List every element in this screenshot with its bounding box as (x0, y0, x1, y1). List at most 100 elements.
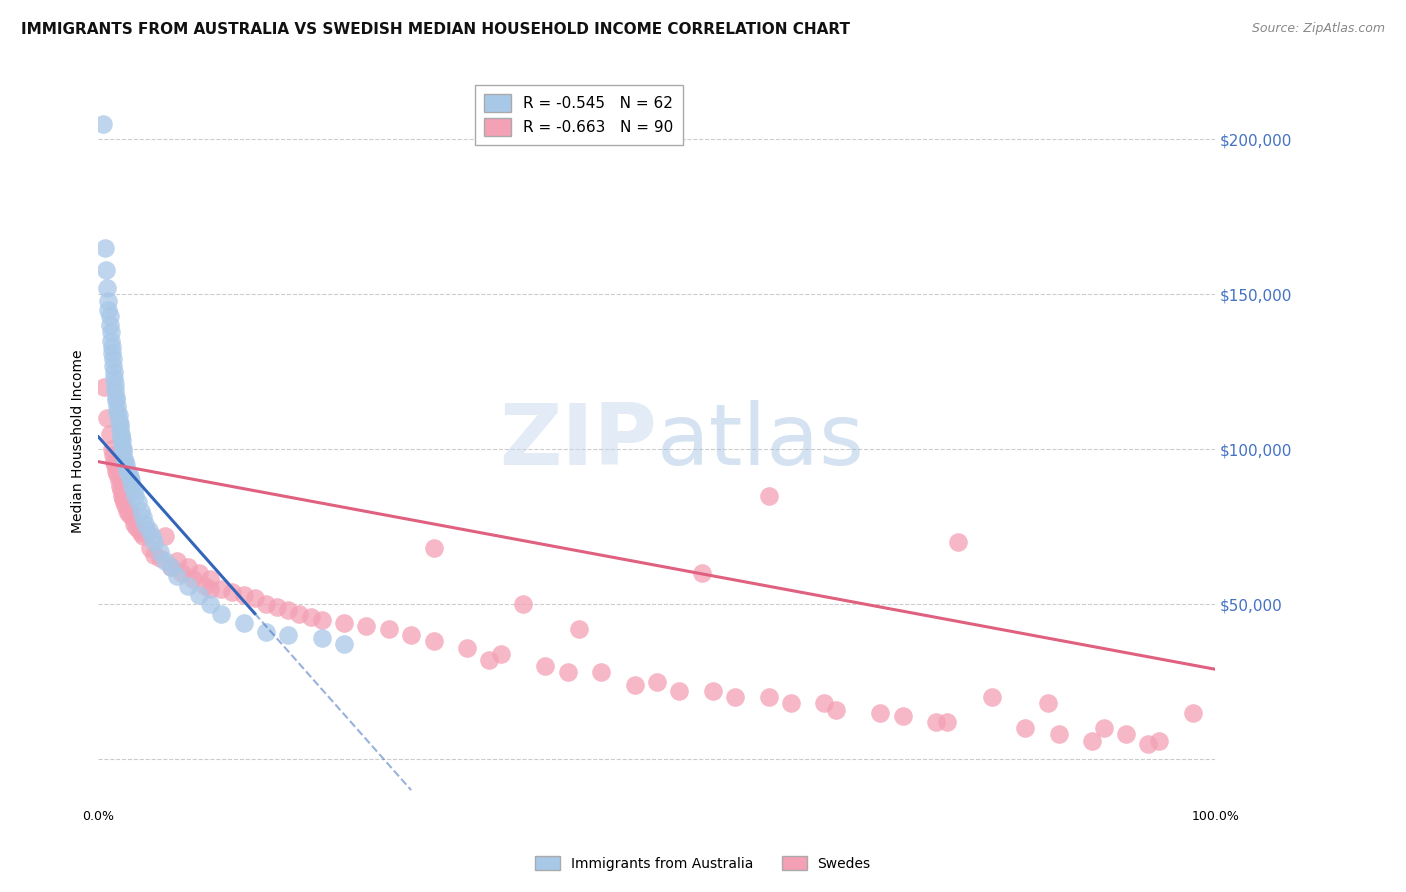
Point (111, 491, 134, 506)
Point (120, 473, 142, 487)
Point (869, 706, 891, 720)
Point (135, 523, 157, 537)
Point (125, 520, 148, 534)
Point (115, 489, 138, 503)
Legend: R = -0.545   N = 62, R = -0.663   N = 90: R = -0.545 N = 62, R = -0.663 N = 90 (475, 85, 683, 145)
Point (1014, 721, 1036, 735)
Point (702, 684, 724, 698)
Point (117, 504, 139, 518)
Point (478, 653, 501, 667)
Point (93, 380, 115, 394)
Point (127, 495, 149, 509)
Point (232, 588, 254, 602)
Text: Source: ZipAtlas.com: Source: ZipAtlas.com (1251, 22, 1385, 36)
Point (311, 632, 333, 646)
Point (299, 609, 322, 624)
Text: atlas: atlas (657, 400, 865, 483)
Point (101, 359, 124, 373)
Point (149, 550, 172, 565)
Point (117, 467, 139, 481)
Point (198, 582, 221, 596)
Point (1137, 737, 1160, 751)
Point (166, 569, 188, 583)
Point (100, 334, 122, 348)
Point (101, 449, 124, 463)
Point (101, 346, 124, 360)
Point (111, 439, 134, 453)
Point (104, 377, 127, 392)
Point (132, 529, 155, 543)
Point (668, 684, 690, 698)
Point (91, 117, 114, 131)
Point (114, 498, 136, 512)
Point (177, 560, 200, 574)
Point (172, 566, 194, 581)
Point (105, 464, 128, 478)
Point (557, 665, 579, 680)
Point (104, 384, 127, 398)
Point (489, 647, 512, 661)
Point (107, 405, 129, 419)
Point (166, 554, 188, 568)
Point (724, 690, 747, 705)
Point (183, 573, 205, 587)
Point (512, 597, 534, 611)
Point (813, 697, 835, 711)
Point (103, 365, 125, 379)
Point (221, 584, 243, 599)
Point (1149, 733, 1171, 747)
Point (114, 455, 136, 469)
Point (112, 495, 135, 509)
Point (232, 615, 254, 630)
Point (139, 541, 162, 556)
Point (399, 628, 422, 642)
Point (758, 690, 780, 705)
Point (108, 417, 131, 432)
Point (107, 473, 129, 487)
Point (96, 281, 118, 295)
Point (143, 548, 166, 562)
Point (177, 579, 200, 593)
Point (1047, 727, 1070, 741)
Point (101, 340, 124, 354)
Point (103, 371, 125, 385)
Point (112, 451, 135, 466)
Point (110, 430, 132, 444)
Point (589, 665, 612, 680)
Point (188, 588, 211, 602)
Point (266, 600, 288, 615)
Point (105, 392, 128, 407)
Point (111, 433, 134, 447)
Point (155, 529, 177, 543)
Point (118, 504, 141, 518)
Text: IMMIGRANTS FROM AUSTRALIA VS SWEDISH MEDIAN HOUSEHOLD INCOME CORRELATION CHART: IMMIGRANTS FROM AUSTRALIA VS SWEDISH MED… (21, 22, 851, 37)
Point (96, 262, 118, 277)
Point (138, 523, 160, 537)
Point (623, 678, 645, 692)
Point (132, 510, 155, 524)
Point (1115, 727, 1137, 741)
Point (134, 516, 156, 531)
Point (209, 582, 232, 596)
Point (568, 622, 591, 636)
Point (1182, 706, 1205, 720)
Point (254, 597, 277, 611)
Point (198, 597, 221, 611)
Point (981, 690, 1004, 705)
Point (780, 697, 803, 711)
Point (198, 573, 221, 587)
Point (891, 708, 914, 723)
Point (143, 535, 166, 549)
Point (129, 504, 152, 518)
Point (645, 674, 668, 689)
Point (160, 560, 183, 574)
Text: ZIP: ZIP (499, 400, 657, 483)
Point (1081, 733, 1104, 747)
Point (288, 607, 311, 621)
Point (104, 458, 127, 472)
Point (1036, 697, 1059, 711)
Point (824, 702, 846, 716)
Point (936, 714, 959, 729)
Legend: Immigrants from Australia, Swedes: Immigrants from Australia, Swedes (530, 850, 876, 876)
Point (209, 607, 232, 621)
